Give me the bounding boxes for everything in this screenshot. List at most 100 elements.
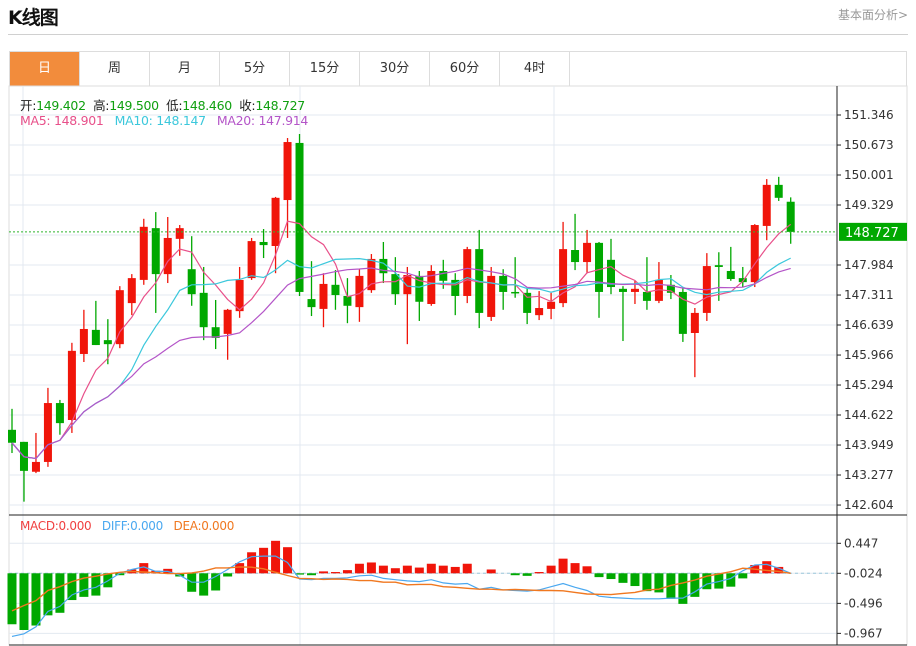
- macd-bar-positive: [534, 572, 544, 574]
- candle-down: [738, 278, 747, 283]
- macd-legend: MACD:0.000 DIFF:0.000 DEA:0.000: [20, 519, 234, 533]
- candle-down: [295, 142, 304, 292]
- macd-bar-positive: [450, 566, 460, 574]
- current-price-label: 148.727: [845, 226, 899, 241]
- candle-down: [571, 250, 580, 263]
- macd-bar-negative: [199, 573, 209, 596]
- tab-month[interactable]: 月: [150, 52, 220, 86]
- macd-bar-negative: [606, 573, 616, 580]
- candle-up: [403, 274, 412, 295]
- macd-bar-negative: [618, 573, 628, 583]
- candle-up: [427, 270, 436, 304]
- candle-down: [391, 274, 400, 295]
- price-tick-label: 146.639: [844, 318, 894, 332]
- macd-bar-positive: [570, 563, 580, 574]
- tab-week[interactable]: 周: [80, 52, 150, 86]
- macd-bar-negative: [211, 573, 221, 591]
- macd-bar-negative: [115, 573, 125, 576]
- macd-bar-negative: [43, 573, 53, 616]
- macd-bar-positive: [247, 552, 257, 574]
- macd-bar-negative: [91, 573, 101, 596]
- macd-bar-positive: [378, 565, 388, 574]
- candle-down: [726, 270, 735, 280]
- diff-line: [11, 555, 791, 637]
- candle-up: [175, 228, 184, 239]
- macd-bar-negative: [714, 573, 724, 589]
- macd-bar-negative: [295, 573, 305, 575]
- macd-tick-label: 0.447: [844, 536, 878, 550]
- candle-up: [43, 403, 52, 462]
- candle-up: [463, 249, 472, 296]
- candle-up: [67, 350, 76, 421]
- candle-up: [31, 461, 40, 472]
- fundamental-analysis-link[interactable]: 基本面分析>: [837, 8, 908, 22]
- ma10-line: [11, 257, 791, 460]
- macd-bar-positive: [366, 562, 376, 574]
- price-tick-label: 143.277: [844, 468, 894, 482]
- macd-bar-positive: [283, 547, 293, 574]
- period-tabs: 日 周 月 5分 15分 30分 60分 4时: [9, 51, 907, 86]
- tab-4hour[interactable]: 4时: [500, 52, 570, 86]
- open-label: 开:: [20, 98, 37, 113]
- macd-bar-negative: [31, 573, 41, 626]
- macd-tick-label: -0.496: [844, 596, 883, 610]
- candle-down: [343, 295, 352, 306]
- macd-bar-negative: [522, 573, 532, 576]
- candle-down: [618, 288, 627, 292]
- tab-5min[interactable]: 5分: [220, 52, 290, 86]
- candle-down: [187, 269, 196, 295]
- candle-down: [595, 242, 604, 292]
- macd-bar-positive: [342, 570, 352, 574]
- tab-day[interactable]: 日: [10, 52, 80, 86]
- tab-60min[interactable]: 60分: [430, 52, 500, 86]
- tab-15min[interactable]: 15分: [290, 52, 360, 86]
- macd-bar-negative: [19, 573, 29, 630]
- macd-bar-negative: [702, 573, 712, 590]
- candle-down: [642, 291, 651, 301]
- macd-bar-positive: [235, 563, 245, 574]
- macd-bar-negative: [510, 573, 520, 576]
- price-tick-label: 144.622: [844, 408, 894, 422]
- candle-up: [355, 275, 364, 308]
- macd-bar-negative: [630, 573, 640, 587]
- candle-up: [654, 279, 663, 301]
- macd-bar-positive: [546, 565, 556, 574]
- macd-value: MACD:0.000: [20, 519, 92, 533]
- candle-down: [451, 279, 460, 296]
- macd-bar-negative: [690, 573, 700, 597]
- candle-up: [247, 241, 256, 279]
- macd-bar-positive: [762, 561, 772, 574]
- macd-tick-label: -0.967: [844, 626, 883, 640]
- macd-bar-negative: [642, 573, 652, 592]
- candle-down: [55, 403, 64, 424]
- candle-down: [607, 259, 615, 288]
- ohlc-legend: 开:149.402 高:149.500 低:148.460 收:148.727: [20, 95, 305, 114]
- macd-bar-positive: [318, 571, 328, 574]
- price-tick-label: 149.329: [844, 198, 894, 212]
- candle-down: [379, 258, 388, 274]
- ma-legend: MA5: 148.901 MA10: 148.147 MA20: 147.914: [20, 113, 308, 128]
- diff-value: DIFF:0.000: [101, 519, 163, 533]
- candle-up: [271, 197, 280, 246]
- candle-down: [678, 291, 687, 334]
- price-tick-label: 143.949: [844, 438, 894, 452]
- macd-bar-positive: [330, 572, 340, 574]
- tab-30min[interactable]: 30分: [360, 52, 430, 86]
- candle-down: [786, 201, 795, 232]
- candle-down: [151, 228, 160, 275]
- macd-bar-positive: [259, 547, 269, 574]
- candle-down: [8, 429, 16, 443]
- candle-up: [535, 308, 544, 316]
- macd-bar-positive: [582, 566, 592, 574]
- candle-up: [559, 249, 568, 304]
- candle-up: [283, 142, 292, 201]
- candle-up: [367, 258, 376, 291]
- candle-up: [319, 283, 328, 309]
- macd-bar-negative: [726, 573, 736, 587]
- candle-up: [583, 242, 592, 263]
- price-tick-label: 145.966: [844, 348, 894, 362]
- price-tick-label: 151.346: [844, 108, 894, 122]
- candle-down: [91, 329, 100, 346]
- macd-bar-negative: [678, 573, 688, 604]
